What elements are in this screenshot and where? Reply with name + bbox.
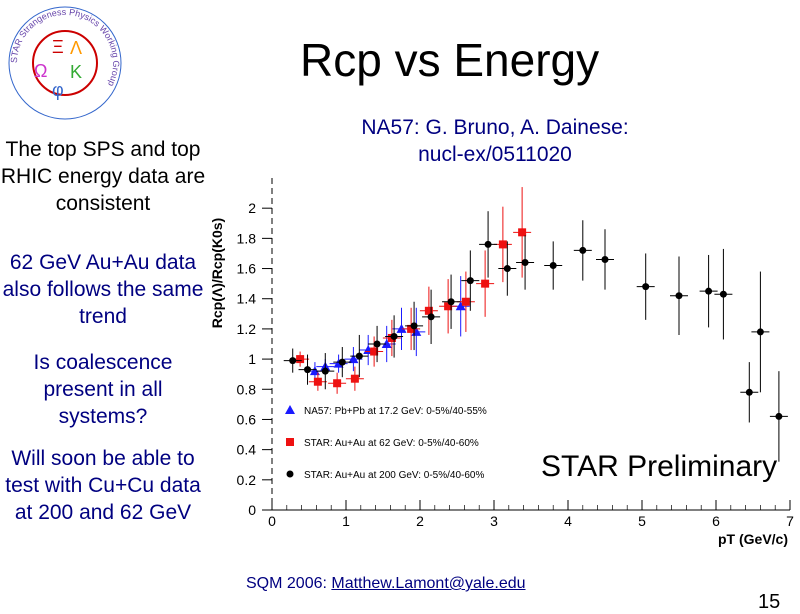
data-point-circle (675, 292, 683, 300)
data-point-triangle (396, 323, 407, 333)
data-point-circle (321, 367, 329, 375)
x-tick-label: 0 (268, 513, 276, 529)
legend-marker (285, 405, 295, 414)
logo-symbol-omega: Ω (34, 61, 47, 81)
y-tick-label: 0.6 (237, 411, 257, 427)
data-point-circle (579, 246, 587, 254)
note-cucu: Will soon be able to test with Cu+Cu dat… (5, 447, 201, 524)
y-tick-label: 1.4 (237, 291, 257, 307)
data-point-circle (642, 283, 650, 291)
x-tick-label: 5 (638, 513, 646, 529)
y-tick-label: 0.8 (237, 381, 257, 397)
data-point-square (498, 240, 507, 249)
data-point-circle (304, 366, 312, 374)
logo-symbol-xi: Ξ (52, 37, 64, 57)
chart-marks (283, 187, 788, 462)
data-point-triangle (455, 301, 466, 311)
data-point-triangle (381, 339, 392, 348)
rcp-ratio-chart: 0 0.2 0.4 0.6 0.8 1 1.2 1.4 1.6 1.8 2 0 1 2 3 4 5 6 7 NA57… (209, 178, 794, 547)
data-point-square (296, 355, 305, 364)
star-preliminary-label: STAR Preliminary (541, 450, 778, 483)
x-tick-label: 2 (416, 513, 424, 529)
data-point-circle (355, 352, 363, 360)
x-tick-label: 4 (564, 513, 572, 529)
data-point-circle (338, 358, 346, 366)
logo-symbol-phi: φ (52, 80, 64, 100)
legend-marker (286, 438, 294, 446)
data-point-square (481, 279, 490, 288)
x-tick-label: 3 (490, 513, 498, 529)
y-axis-label: Rcp(Λ)/Rcp(K0s) (209, 218, 225, 328)
data-point-circle (521, 259, 529, 267)
data-point-circle (503, 265, 511, 273)
data-point-circle (549, 262, 557, 270)
data-point-square (370, 347, 379, 356)
data-point-circle (289, 357, 297, 365)
legend-marker (286, 470, 294, 478)
logo-inner-circle (32, 30, 98, 96)
chart-legend: NA57: Pb+Pb at 17.2 GeV: 0-5%/40-55% STAR… (285, 405, 487, 481)
y-tick-label: 0.2 (237, 472, 257, 488)
working-group-logo: STAR Strangeness Physics Working Group Ξ… (8, 6, 122, 120)
x-axis-label: pT (GeV/c) (718, 531, 788, 547)
data-point-circle (484, 240, 492, 248)
x-tick-label: 6 (712, 513, 720, 529)
data-point-circle (427, 313, 435, 321)
note-62gev: 62 GeV Au+Au data also follows the same … (2, 251, 204, 328)
y-tick-label: 0 (248, 502, 256, 518)
footer-conference: SQM 2006: (246, 575, 332, 592)
data-point-circle (601, 255, 609, 263)
legend-entry: NA57: Pb+Pb at 17.2 GeV: 0-5%/40-55% (304, 406, 487, 417)
data-point-square (518, 228, 527, 237)
legend-entry: STAR: Au+Au at 200 GeV: 0-5%/40-60% (304, 470, 484, 481)
y-tick-label: 2 (248, 200, 256, 216)
data-point-square (461, 297, 470, 306)
data-point-square (444, 302, 453, 311)
data-point-circle (373, 340, 381, 348)
note-consistency: The top SPS and top RHIC energy data are… (0, 138, 206, 215)
chart-axes: 0 0.2 0.4 0.6 0.8 1 1.2 1.4 1.6 1.8 2 0 1 2 3 4 5 6 7 (237, 178, 794, 529)
data-point-circle (390, 332, 398, 340)
y-tick-label: 1.2 (237, 321, 257, 337)
data-point-circle (745, 388, 753, 396)
data-point-circle (756, 328, 764, 336)
note-coalescence: Is coalescence present in all systems? (33, 351, 173, 428)
logo-symbol-kaon: K (70, 62, 82, 82)
data-point-circle (775, 412, 783, 420)
x-tick-label: 1 (342, 513, 350, 529)
slide-title: Rcp vs Energy (300, 34, 600, 86)
data-point-square (407, 324, 416, 333)
footer-email-link[interactable]: Matthew.Lamont@yale.edu (331, 575, 526, 592)
legend-entry: STAR: Au+Au at 62 GeV: 0-5%/40-60% (304, 438, 479, 449)
data-point-circle (466, 277, 474, 285)
reference-citation: NA57: G. Bruno, A. Dainese: nucl-ex/0511… (361, 116, 629, 166)
y-tick-label: 0.4 (237, 442, 257, 458)
data-point-square (350, 374, 359, 383)
data-point-circle (410, 322, 418, 330)
data-point-square (424, 306, 433, 315)
footer: SQM 2006: Matthew.Lamont@yale.edu (246, 574, 526, 594)
x-tick-label: 7 (786, 513, 794, 529)
data-point-circle (705, 287, 713, 295)
logo-symbol-lambda: Λ (70, 38, 82, 58)
page-number: 15 (758, 591, 781, 613)
y-tick-label: 1.8 (237, 230, 257, 246)
data-point-circle (447, 298, 455, 306)
data-point-circle (719, 290, 727, 298)
y-tick-label: 1.6 (237, 261, 257, 277)
logo-outer-ring (8, 6, 122, 120)
data-point-triangle (348, 354, 359, 364)
data-point-square (333, 379, 342, 388)
data-point-square (313, 377, 322, 386)
y-tick-label: 1 (248, 351, 256, 367)
